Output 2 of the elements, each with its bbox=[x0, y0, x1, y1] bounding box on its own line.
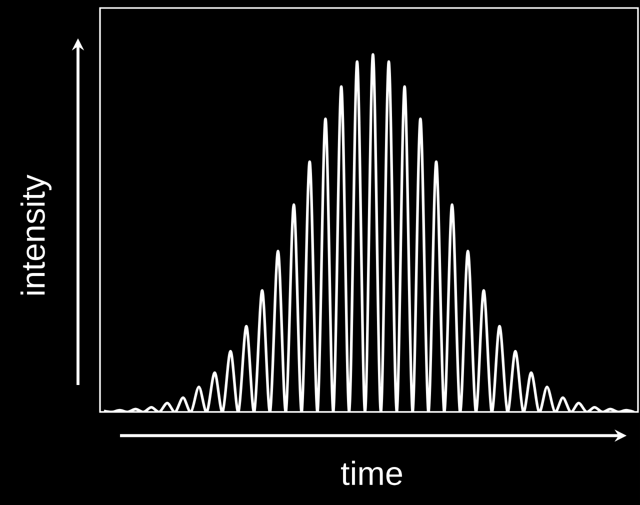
x-axis-title: time bbox=[341, 460, 402, 486]
y-axis-title: intensity bbox=[20, 174, 52, 295]
